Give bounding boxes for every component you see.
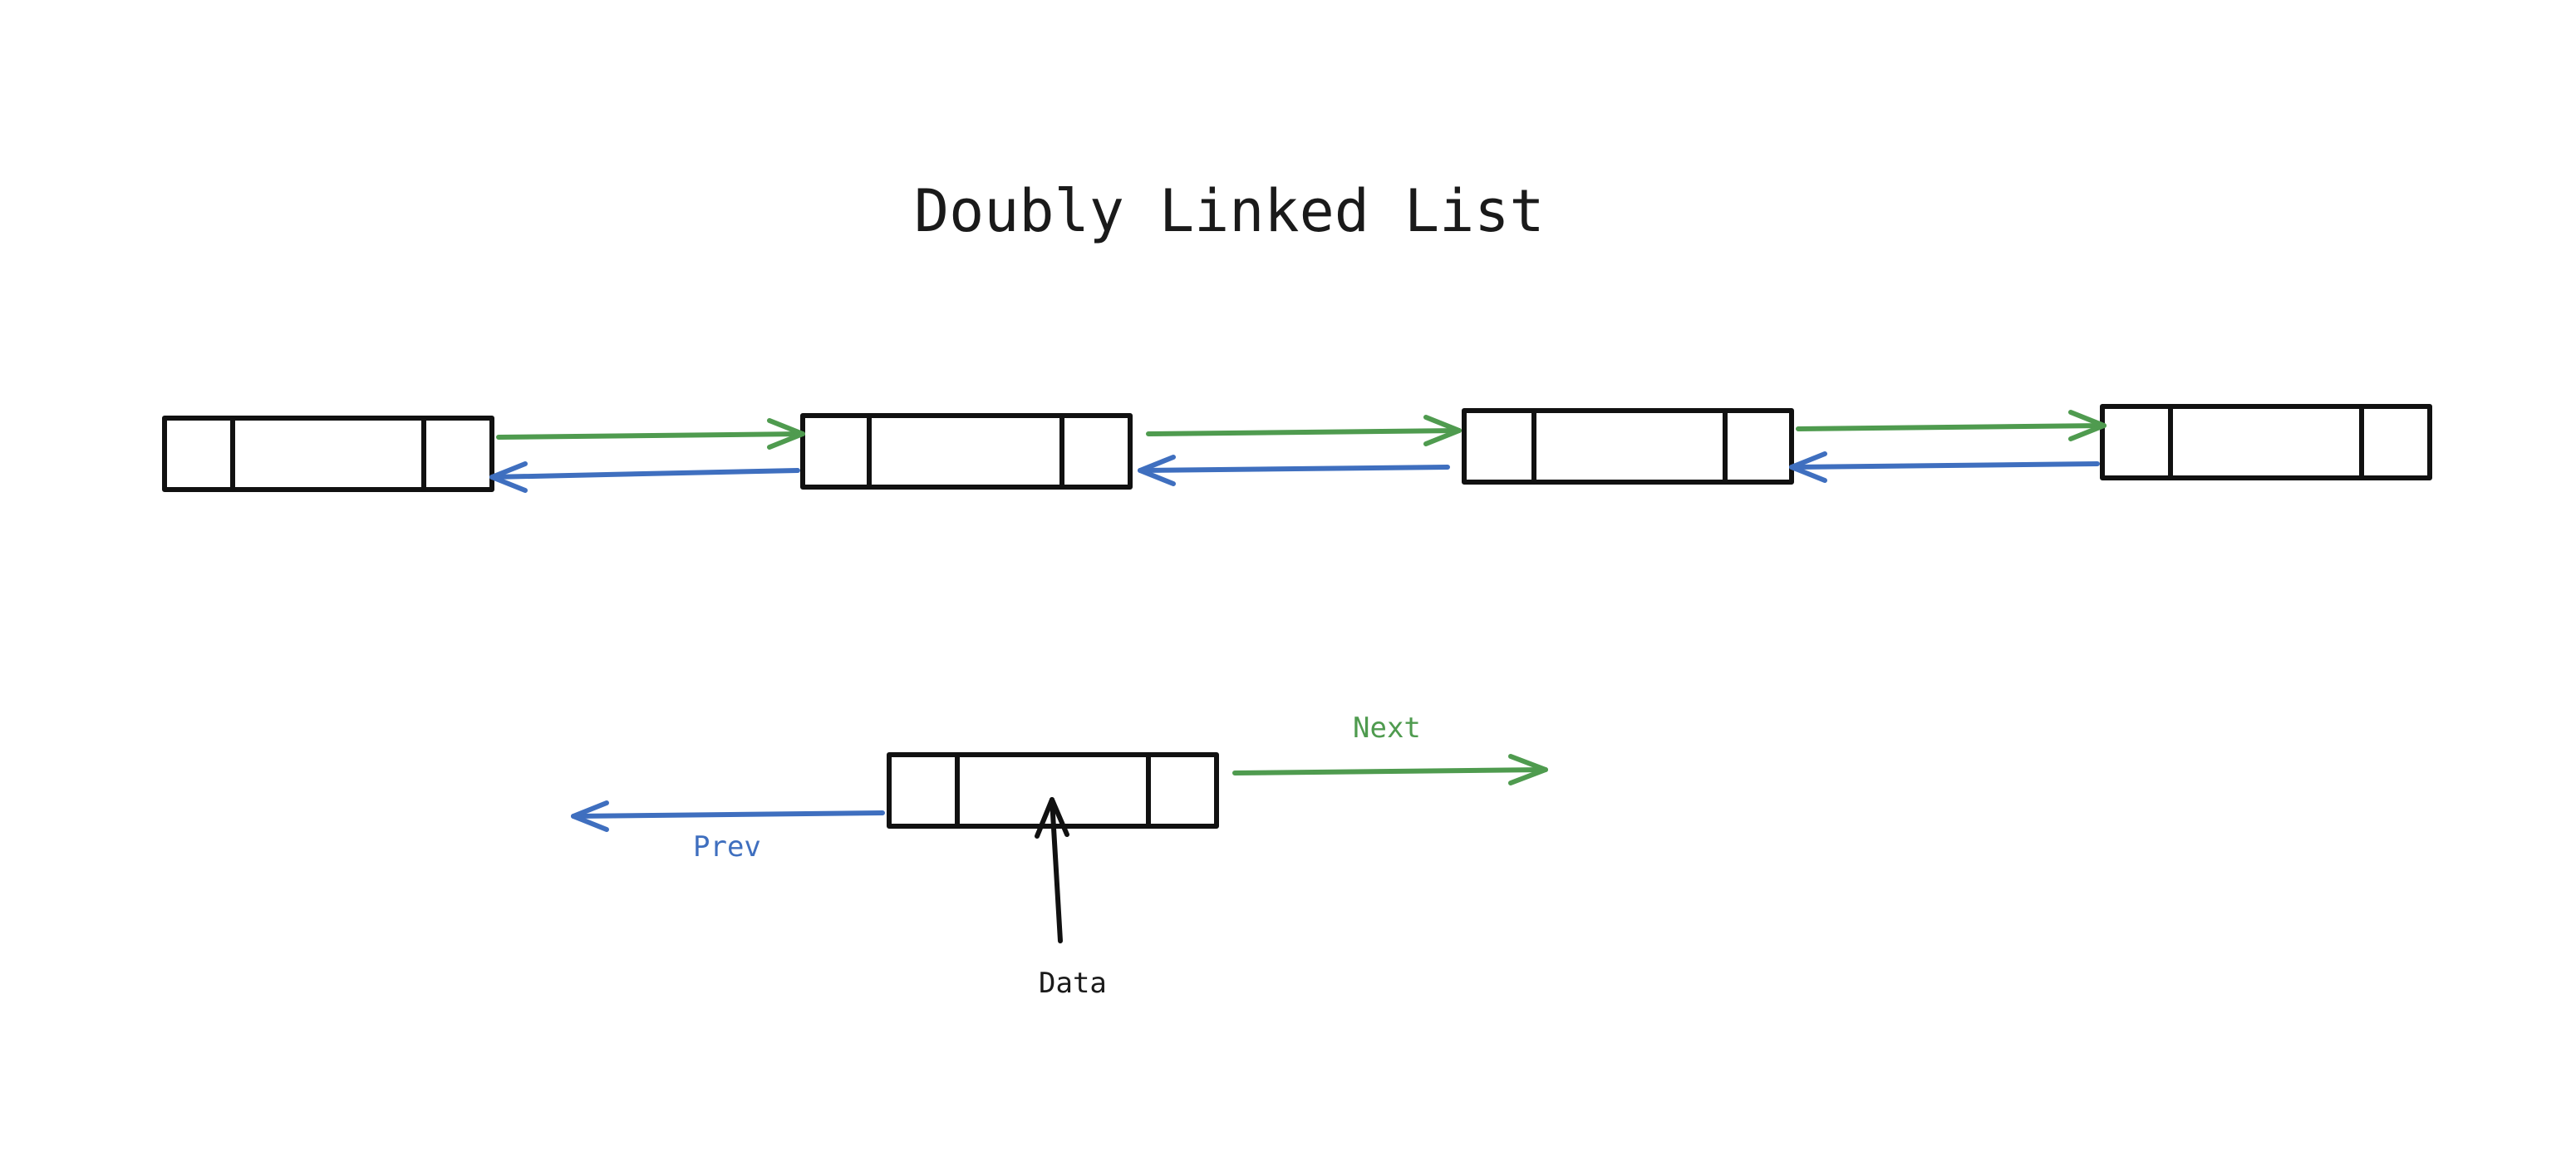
legend-prev-arrow	[571, 800, 885, 832]
legend-next-arrow	[1232, 754, 1548, 785]
next-link-1-2	[496, 418, 805, 450]
prev-link-4-3	[1789, 451, 2100, 483]
diagram-title: Doubly Linked List	[914, 177, 1545, 245]
list-node-3	[1462, 408, 1794, 485]
next-link-2-3	[1146, 415, 1462, 446]
next-link-3-4	[1796, 410, 2107, 441]
legend-next-label: Next	[1353, 711, 1421, 745]
legend-data-pointer	[1035, 797, 1069, 943]
list-node-2	[800, 413, 1133, 490]
list-node-1	[162, 416, 494, 492]
legend-prev-label: Prev	[693, 830, 761, 864]
list-node-4	[2100, 404, 2432, 480]
legend-data-label: Data	[1039, 967, 1107, 1000]
prev-link-3-2	[1138, 455, 1450, 486]
prev-link-2-1	[489, 461, 800, 493]
